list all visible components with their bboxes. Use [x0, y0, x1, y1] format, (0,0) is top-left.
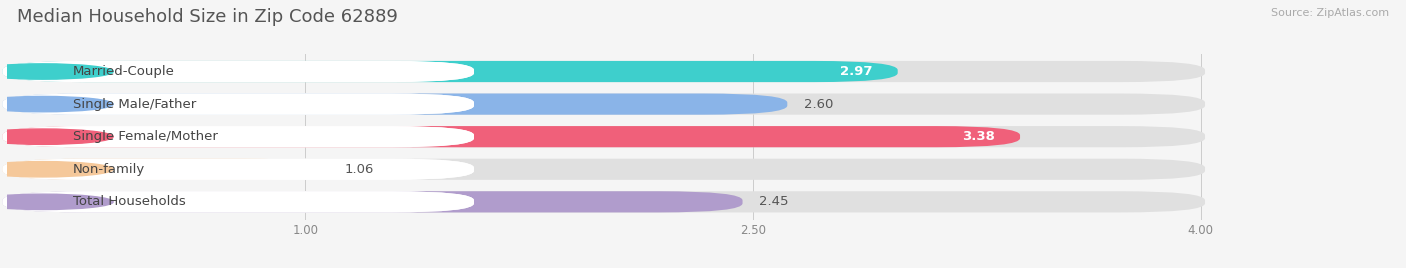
Text: 2.97: 2.97	[839, 65, 872, 78]
Text: Total Households: Total Households	[73, 195, 186, 208]
FancyBboxPatch shape	[3, 61, 1205, 82]
FancyBboxPatch shape	[3, 126, 474, 147]
FancyBboxPatch shape	[3, 191, 474, 213]
Text: Source: ZipAtlas.com: Source: ZipAtlas.com	[1271, 8, 1389, 18]
Circle shape	[0, 129, 112, 144]
Text: Non-family: Non-family	[73, 163, 145, 176]
Circle shape	[0, 162, 112, 177]
Circle shape	[0, 194, 112, 210]
FancyBboxPatch shape	[3, 61, 897, 82]
Text: Median Household Size in Zip Code 62889: Median Household Size in Zip Code 62889	[17, 8, 398, 26]
FancyBboxPatch shape	[3, 191, 742, 213]
Text: Single Male/Father: Single Male/Father	[73, 98, 195, 111]
Text: Married-Couple: Married-Couple	[73, 65, 174, 78]
Text: 2.60: 2.60	[804, 98, 834, 111]
FancyBboxPatch shape	[3, 94, 474, 115]
Text: 2.45: 2.45	[759, 195, 789, 208]
FancyBboxPatch shape	[3, 191, 1205, 213]
Text: 1.06: 1.06	[344, 163, 374, 176]
FancyBboxPatch shape	[3, 159, 328, 180]
FancyBboxPatch shape	[3, 159, 1205, 180]
FancyBboxPatch shape	[3, 61, 474, 82]
FancyBboxPatch shape	[3, 159, 474, 180]
FancyBboxPatch shape	[3, 159, 474, 180]
FancyBboxPatch shape	[3, 126, 474, 147]
FancyBboxPatch shape	[3, 126, 1205, 147]
FancyBboxPatch shape	[3, 94, 1205, 115]
FancyBboxPatch shape	[3, 94, 474, 115]
FancyBboxPatch shape	[3, 94, 787, 115]
Text: Single Female/Mother: Single Female/Mother	[73, 130, 218, 143]
Text: 3.38: 3.38	[962, 130, 994, 143]
Circle shape	[0, 64, 112, 79]
FancyBboxPatch shape	[3, 126, 1019, 147]
Circle shape	[0, 96, 112, 112]
FancyBboxPatch shape	[3, 191, 474, 213]
FancyBboxPatch shape	[3, 61, 474, 82]
